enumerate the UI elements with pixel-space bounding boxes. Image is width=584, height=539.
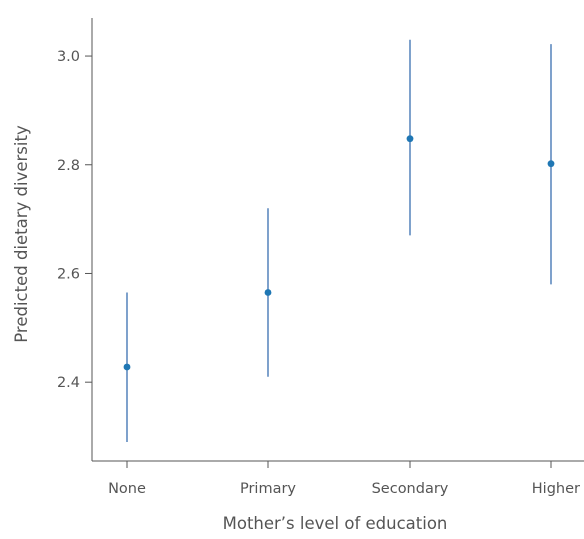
data-point — [123, 363, 131, 371]
x-tick-label: Higher — [532, 481, 580, 497]
data-point — [547, 160, 555, 168]
data-point — [406, 135, 414, 143]
x-tick-label: Secondary — [372, 481, 449, 497]
y-tick-label: 2.4 — [57, 375, 80, 391]
y-tick-label: 3.0 — [57, 49, 80, 65]
x-axis-title: Mother’s level of education — [223, 514, 448, 533]
x-axis-ticks: None Primary Secondary Higher — [108, 461, 580, 497]
data-marks — [123, 39, 555, 442]
y-tick-label: 2.6 — [57, 266, 80, 282]
y-axis-title: Predicted dietary diversity — [12, 125, 31, 343]
x-tick-label: None — [108, 481, 146, 497]
x-tick-label: Primary — [240, 481, 296, 497]
data-point — [264, 289, 272, 296]
y-tick-label: 2.8 — [57, 158, 80, 174]
plot-frame — [91, 18, 584, 462]
y-axis-ticks: 2.4 2.6 2.8 3.0 — [57, 49, 92, 391]
